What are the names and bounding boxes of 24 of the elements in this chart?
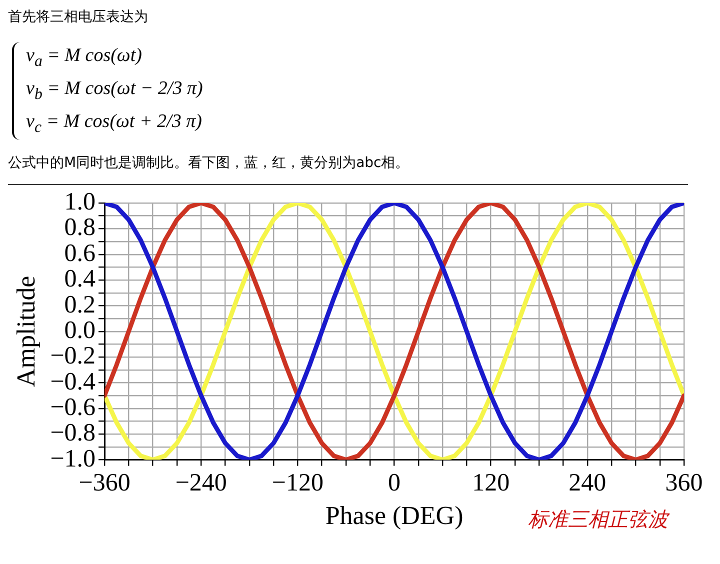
y-tick-label: 0.2 [64,292,96,319]
y-tick-label: 0.8 [64,214,96,242]
y-tick-label: 0.0 [64,317,96,344]
x-tick-label: 0 [388,470,401,497]
y-tick-label: −0.8 [50,420,96,448]
y-axis-title: Amplitude [11,276,40,388]
x-tick-label: 120 [472,470,510,497]
text: 标准三相正弦波 [528,508,668,534]
y-tick-label: 1.0 [64,188,96,216]
text: v$_{a}$ = M cos(ωt) [26,44,143,72]
x-tick-label: 240 [568,470,606,497]
text: v$_{c}$ = M cos(ωt + 2/3 π) [26,110,203,138]
text: v$_{b}$ = M cos(ωt − 2/3 π) [26,76,203,105]
y-tick-label: 0.6 [64,240,96,268]
x-tick-label: −120 [272,470,324,497]
y-tick-label: −0.4 [50,368,96,396]
x-axis-title: Phase (DEG) [325,502,464,531]
y-tick-label: 0.4 [64,266,96,293]
x-tick-label: −240 [175,470,227,497]
chart-subtitle: 公式中的M同时也是调制比。看下图，蓝，红，黄分别为abc相。 [8,154,410,174]
y-tick-label: −0.6 [50,394,96,422]
x-tick-label: 360 [665,470,703,497]
chart-title: 首先将三相电压表达为 [8,8,149,27]
y-tick-label: −0.2 [50,343,96,370]
